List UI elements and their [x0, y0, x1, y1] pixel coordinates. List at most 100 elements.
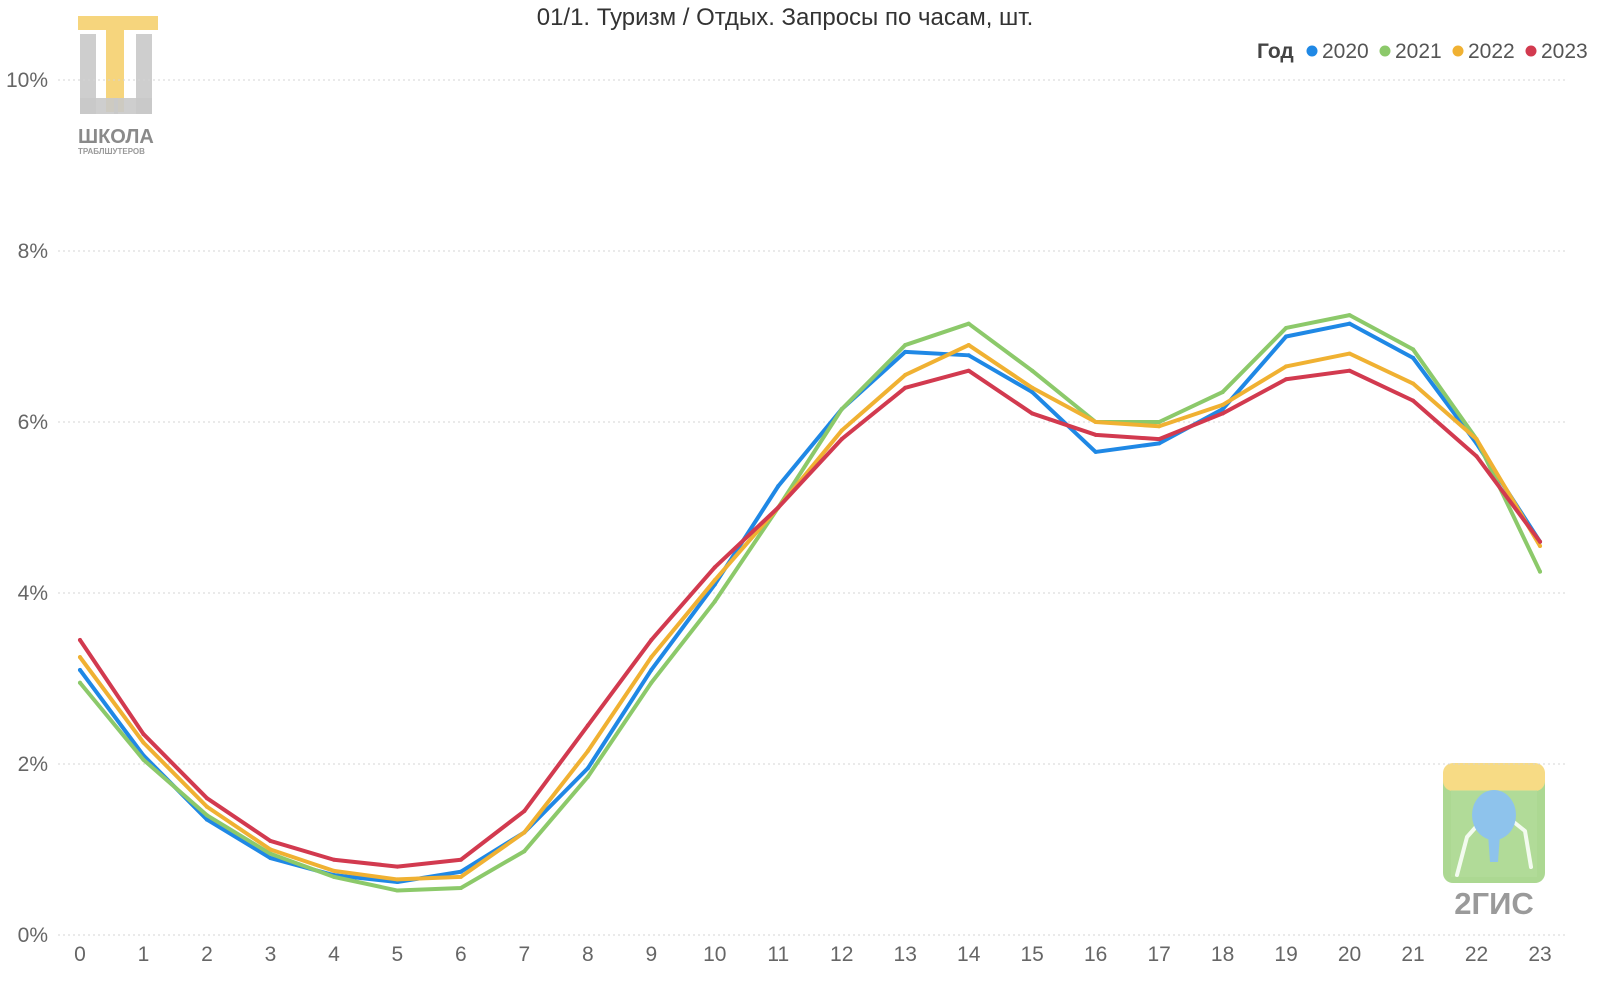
- legend-marker-2020: [1306, 45, 1318, 57]
- series-point-2022: [712, 578, 717, 583]
- series-point-2021: [1347, 313, 1352, 318]
- series-point-2022: [1474, 437, 1479, 442]
- series-point-2021: [1411, 347, 1416, 352]
- series-point-2020: [649, 667, 654, 672]
- series-point-2021: [966, 321, 971, 326]
- series-point-2022: [1030, 385, 1035, 390]
- x-tick-label: 1: [138, 943, 150, 966]
- x-tick-label: 23: [1528, 943, 1551, 966]
- x-tick-label: 4: [328, 943, 340, 966]
- series-point-2023: [903, 385, 908, 390]
- series-point-2020: [1093, 449, 1098, 454]
- series-point-2021: [204, 813, 209, 818]
- series-point-2021: [1538, 569, 1542, 574]
- y-tick-label: 10%: [6, 69, 48, 92]
- series-point-2022: [78, 655, 82, 660]
- series-point-2022: [522, 830, 527, 835]
- series-point-2023: [712, 565, 717, 570]
- series-point-2020: [268, 856, 273, 861]
- x-tick-label: 10: [703, 943, 726, 966]
- 2gis-logo-icon: 2ГИС: [1443, 763, 1545, 921]
- series-point-2020: [204, 817, 209, 822]
- series-point-2020: [78, 667, 82, 672]
- series-point-2023: [1411, 398, 1416, 403]
- series-point-2022: [903, 372, 908, 377]
- series-point-2023: [458, 857, 463, 862]
- series-point-2023: [1093, 432, 1098, 437]
- series-point-2023: [522, 809, 527, 814]
- series-point-2020: [1220, 407, 1225, 412]
- series-point-2020: [1411, 355, 1416, 360]
- x-tick-label: 3: [265, 943, 277, 966]
- brand-logo-pin-stem: [1488, 834, 1500, 862]
- series-point-2023: [1220, 411, 1225, 416]
- series-point-2023: [331, 857, 336, 862]
- series-point-2022: [268, 847, 273, 852]
- series-point-2023: [776, 505, 781, 510]
- series-layer: [78, 313, 1542, 893]
- x-tick-label: 14: [957, 943, 981, 966]
- series-point-2023: [839, 437, 844, 442]
- series-point-2023: [395, 864, 400, 869]
- series-point-2020: [1030, 390, 1035, 395]
- series-point-2021: [458, 885, 463, 890]
- school-logo-icon: ШКОЛА ТРАБЛШУТЕРОВ: [78, 16, 158, 156]
- series-point-2021: [1030, 368, 1035, 373]
- legend-marker-2022: [1452, 45, 1464, 57]
- series-point-2021: [1157, 420, 1162, 424]
- series-point-2023: [649, 638, 654, 643]
- y-tick-label: 8%: [18, 240, 48, 263]
- y-tick-label: 6%: [18, 411, 48, 434]
- series-point-2023: [966, 368, 971, 373]
- x-tick-label: 18: [1211, 943, 1234, 966]
- series-point-2023: [1030, 411, 1035, 416]
- series-point-2022: [585, 749, 590, 754]
- school-logo-top-bar: [78, 16, 158, 30]
- series-point-2022: [141, 740, 146, 745]
- x-tick-label: 8: [582, 943, 594, 966]
- x-tick-label: 2: [201, 943, 213, 966]
- x-tick-label: 16: [1084, 943, 1107, 966]
- y-tick-label: 2%: [18, 753, 48, 776]
- series-point-2022: [331, 868, 336, 873]
- chart-legend: Год 2020 2021 2022 2023: [1257, 40, 1588, 63]
- series-point-2022: [1157, 424, 1162, 429]
- series-point-2022: [1220, 402, 1225, 407]
- brand-logo-title: 2ГИС: [1454, 886, 1533, 921]
- series-point-2021: [522, 849, 527, 854]
- x-tick-label: 22: [1465, 943, 1488, 966]
- x-tick-label: 15: [1020, 943, 1043, 966]
- series-point-2020: [458, 869, 463, 874]
- series-point-2023: [78, 638, 82, 643]
- series-point-2021: [141, 757, 146, 762]
- x-tick-label: 12: [830, 943, 853, 966]
- series-point-2021: [268, 851, 273, 856]
- series-line-2022: [78, 343, 1542, 882]
- legend-title: Год: [1257, 40, 1294, 63]
- x-tick-label: 5: [392, 943, 404, 966]
- x-tick-label: 11: [767, 943, 789, 966]
- series-point-2021: [331, 874, 336, 879]
- series-point-2023: [1157, 437, 1162, 442]
- tick-layer: 0%2%4%6%8%10%0 1 2 3 4 5 6 7 8 9 10 11 12 13 14 15 16 17 1…: [6, 69, 1552, 966]
- legend-label-2021: 2021: [1395, 40, 1442, 63]
- series-point-2023: [1284, 377, 1289, 382]
- series-point-2021: [712, 599, 717, 604]
- series-point-2023: [585, 723, 590, 728]
- school-logo-right-stem: [136, 34, 152, 114]
- series-point-2023: [1347, 368, 1352, 373]
- y-tick-label: 0%: [18, 924, 48, 947]
- x-tick-label: 0: [74, 943, 86, 966]
- series-line-2021: [78, 313, 1542, 893]
- brand-logo-yellow-band: [1443, 763, 1545, 791]
- grid-layer: [58, 79, 1565, 936]
- series-point-2021: [1284, 325, 1289, 330]
- x-tick-label: 6: [455, 943, 467, 966]
- legend-label-2022: 2022: [1468, 40, 1515, 63]
- series-point-2020: [1284, 334, 1289, 339]
- series-point-2023: [1474, 454, 1479, 459]
- series-point-2023: [141, 732, 146, 737]
- school-logo-title: ШКОЛА: [78, 126, 154, 148]
- school-logo-right-base: [114, 98, 152, 114]
